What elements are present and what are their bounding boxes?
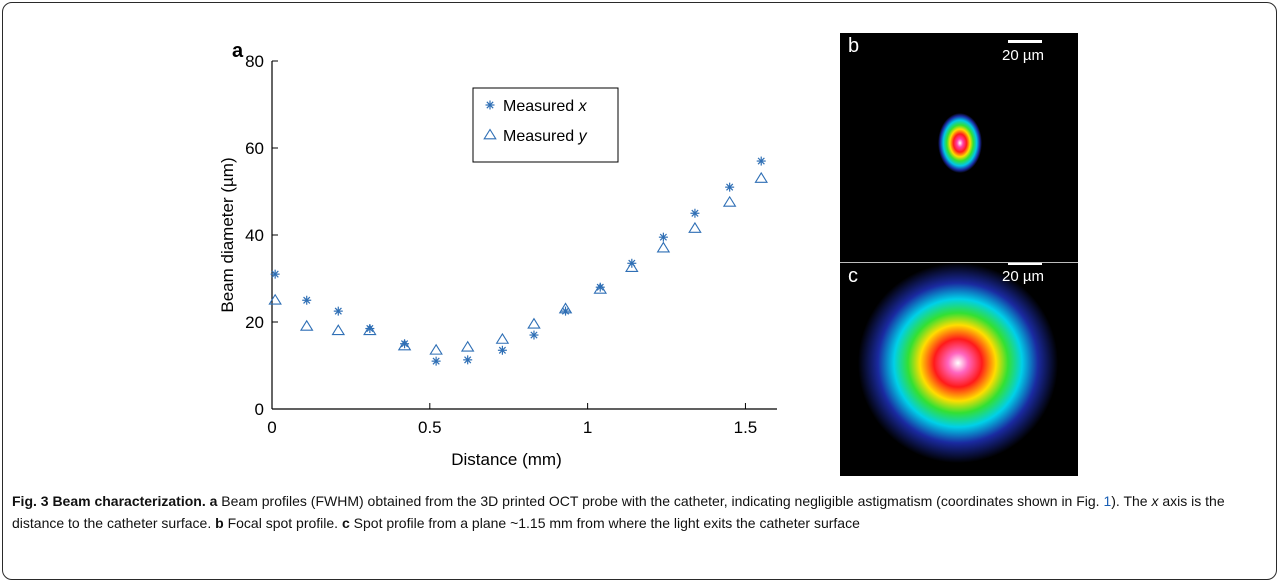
point-measured-x [690, 208, 700, 218]
spot-profile-heatmap [858, 263, 1058, 463]
caption-x-var: x [1151, 493, 1159, 509]
beam-diameter-chart: 0 20 40 60 80 0 0.5 1 1.5 Distance (mm) Beam diame… [218, 52, 777, 469]
point-measured-x [497, 345, 507, 355]
caption-fig-label: Fig. 3 Beam characterization. [12, 493, 206, 509]
point-measured-y [495, 332, 510, 344]
focal-spot [938, 113, 982, 173]
caption-a-text-3: axis is the distance to the catheter sur… [12, 493, 1225, 531]
point-measured-x [270, 269, 280, 279]
focal-spot-heatmap [938, 113, 982, 173]
spot-profile-image: c 20 µm [840, 263, 1078, 476]
point-measured-x [658, 232, 668, 242]
point-measured-y [558, 302, 573, 314]
point-measured-x [431, 356, 441, 366]
caption-a-text-1: Beam profiles (FWHM) obtained from the 3… [217, 493, 1104, 509]
point-measured-x [756, 156, 766, 166]
point-measured-x [529, 330, 539, 340]
legend-label: Measured x [503, 98, 588, 115]
spot-profile [858, 263, 1058, 463]
caption-c-text: Spot profile from a plane ~1.15 mm from … [349, 515, 860, 531]
point-measured-y [331, 324, 346, 336]
y-tick-label: 40 [245, 226, 264, 245]
caption-b-text: Focal spot profile. [223, 515, 342, 531]
x-tick-label: 1 [583, 418, 592, 437]
y-tick-label: 0 [255, 400, 264, 419]
caption-a-label: a [209, 493, 218, 509]
caption-c-label: c [341, 515, 350, 531]
x-axis-label: Distance (mm) [451, 450, 562, 469]
scale-bar-b [1008, 40, 1042, 43]
point-measured-y [656, 241, 671, 253]
y-axis-label: Beam diameter (µm) [218, 157, 237, 312]
point-measured-y [299, 319, 314, 331]
caption-a-text-2: ). The [1111, 493, 1152, 509]
legend-marker-x [485, 100, 495, 110]
y-tick-label: 20 [245, 313, 264, 332]
caption-fig-ref-link[interactable]: 1 [1103, 493, 1112, 509]
y-tick-label: 60 [245, 139, 264, 158]
point-measured-y [429, 343, 443, 355]
point-measured-y [625, 261, 639, 273]
x-tick-label: 0 [267, 418, 276, 437]
point-measured-x [561, 306, 571, 316]
figure-caption: Fig. 3 Beam characterization. a Beam pro… [12, 490, 1270, 534]
point-measured-y [754, 171, 768, 183]
point-measured-x [333, 306, 343, 316]
point-measured-y [527, 317, 541, 329]
panel-b-label: b [848, 35, 860, 57]
point-measured-y [397, 339, 412, 351]
point-measured-x [725, 182, 735, 192]
legend-box [472, 87, 619, 163]
legend-marker-y [483, 128, 497, 140]
scale-bar-c [1008, 263, 1042, 265]
legend-label: Measured y [503, 128, 588, 145]
point-measured-x [463, 355, 473, 365]
x-tick-label: 1.5 [734, 418, 758, 437]
point-measured-y [363, 324, 377, 336]
point-measured-y [268, 293, 282, 305]
point-measured-y [688, 221, 702, 233]
point-measured-x [302, 295, 312, 305]
focal-spot-image: b 20 µm [840, 33, 1078, 263]
point-measured-y [722, 195, 737, 207]
point-measured-y [460, 340, 475, 352]
y-tick-label: 80 [245, 52, 264, 71]
panel-a-label: a [232, 40, 244, 62]
panel-c-label: c [848, 265, 858, 287]
x-tick-label: 0.5 [418, 418, 442, 437]
point-measured-y [593, 282, 608, 294]
caption-b-label: b [215, 515, 224, 531]
scale-label-c: 20 µm [1002, 268, 1044, 285]
scale-label-b: 20 µm [1002, 47, 1044, 64]
